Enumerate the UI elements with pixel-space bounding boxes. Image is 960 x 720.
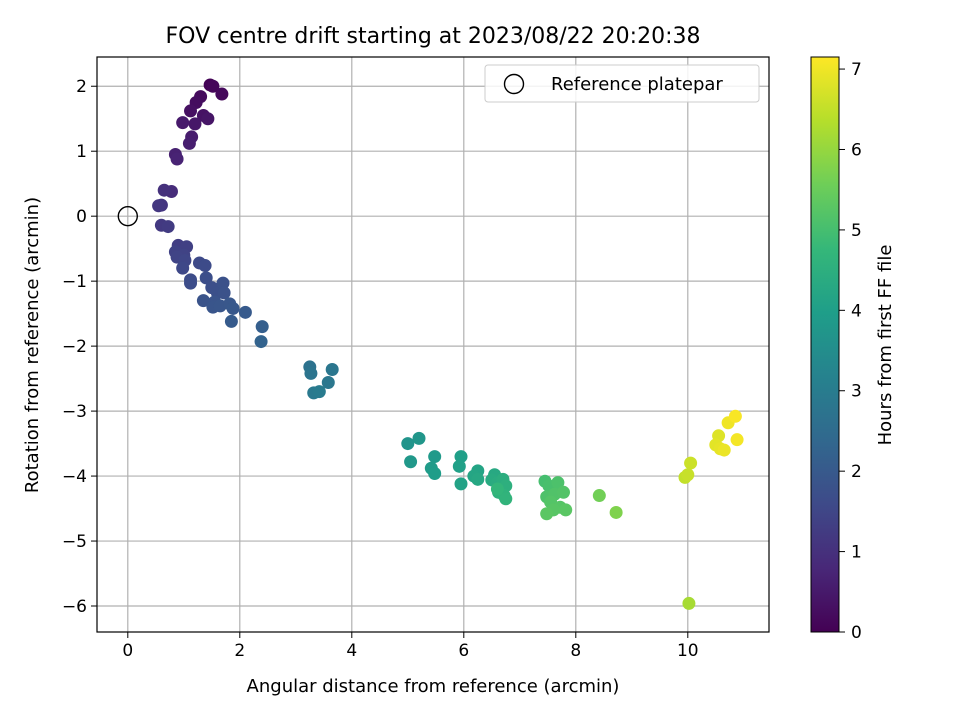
- data-point: [176, 116, 190, 130]
- legend: Reference platepar: [484, 64, 760, 103]
- data-point: [556, 485, 570, 499]
- data-point: [255, 320, 269, 334]
- plot-frame: [96, 56, 770, 633]
- y-tick-label: −6: [62, 597, 87, 617]
- colorbar-ticks: 0 1 2 3 4 5 6 7: [839, 60, 862, 643]
- data-point: [199, 271, 213, 285]
- legend-marker-icon: [503, 73, 525, 95]
- data-point: [184, 276, 198, 290]
- data-point: [728, 409, 742, 423]
- data-point: [206, 79, 220, 93]
- data-point: [401, 437, 415, 451]
- colorbar-tick-label: 0: [851, 623, 862, 643]
- data-point: [215, 87, 229, 101]
- data-point: [157, 183, 171, 197]
- colorbar-tick-label: 5: [851, 221, 862, 241]
- x-tick-label: 2: [234, 641, 245, 661]
- data-point: [152, 199, 166, 213]
- x-axis-label: Angular distance from reference (arcmin): [247, 676, 620, 697]
- colorbar-tick-label: 2: [851, 462, 862, 482]
- data-point: [188, 117, 202, 131]
- data-point: [217, 286, 231, 300]
- data-point: [325, 363, 339, 377]
- reference-layer: [117, 205, 139, 227]
- reference-platepar-marker: [117, 205, 139, 227]
- colorbar-tick-label: 6: [851, 140, 862, 160]
- chart-title: FOV centre drift starting at 2023/08/22 …: [166, 24, 701, 49]
- colorbar-tick-label: 1: [851, 543, 862, 563]
- y-tick-label: 2: [76, 77, 87, 97]
- data-point: [216, 276, 230, 290]
- data-point: [238, 305, 252, 319]
- data-point: [304, 366, 318, 380]
- x-tick-label: 10: [677, 641, 699, 661]
- x-tick-label: 0: [122, 641, 133, 661]
- data-point: [684, 456, 698, 470]
- data-points: [152, 78, 744, 610]
- data-point: [454, 450, 468, 464]
- data-point: [551, 476, 565, 490]
- colorbar-tick-label: 4: [851, 301, 862, 321]
- x-tick-label: 6: [458, 641, 469, 661]
- data-point: [224, 314, 238, 328]
- x-tick-label: 4: [346, 641, 357, 661]
- y-tick-label: −3: [62, 402, 87, 422]
- y-tick-label: −2: [62, 337, 87, 357]
- colorbar: 0 1 2 3 4 5 6 7 Hours from first FF file: [810, 56, 896, 643]
- x-tick-label: 8: [570, 641, 581, 661]
- data-point: [471, 472, 485, 486]
- data-point: [161, 220, 175, 234]
- y-tick-label: 1: [76, 142, 87, 162]
- data-point: [312, 385, 326, 399]
- colorbar-gradient: [810, 56, 840, 633]
- data-point: [170, 152, 184, 166]
- data-point: [452, 459, 466, 473]
- y-axis-label: Rotation from reference (arcmin): [22, 197, 43, 493]
- data-point: [592, 489, 606, 503]
- data-point: [182, 136, 196, 150]
- data-point: [540, 507, 554, 521]
- data-point: [254, 335, 268, 349]
- data-point: [454, 477, 468, 491]
- y-tick-label: −1: [62, 272, 87, 292]
- data-point: [321, 376, 335, 390]
- y-tick-label: −5: [62, 532, 87, 552]
- data-point: [428, 450, 442, 464]
- data-point: [198, 259, 212, 273]
- data-point: [499, 492, 513, 506]
- colorbar-label: Hours from first FF file: [875, 245, 896, 446]
- data-point: [196, 294, 210, 308]
- y-tick-label: −4: [62, 467, 87, 487]
- data-point: [490, 482, 504, 496]
- data-point: [681, 468, 695, 482]
- data-point: [609, 505, 623, 519]
- data-point: [176, 261, 190, 275]
- data-point: [559, 503, 573, 517]
- colorbar-tick-label: 7: [851, 60, 862, 80]
- legend-box: [484, 64, 760, 103]
- legend-entry-label: Reference platepar: [551, 74, 723, 95]
- data-point: [201, 112, 215, 126]
- data-point: [412, 431, 426, 445]
- data-point: [404, 455, 418, 469]
- colorbar-tick-label: 3: [851, 382, 862, 402]
- data-point: [226, 301, 240, 315]
- data-point: [184, 104, 198, 118]
- data-point: [717, 443, 731, 457]
- data-point: [730, 433, 744, 447]
- grid-lines: [97, 57, 769, 632]
- data-point: [428, 466, 442, 480]
- y-tick-label: 0: [76, 207, 87, 227]
- data-point: [682, 596, 696, 610]
